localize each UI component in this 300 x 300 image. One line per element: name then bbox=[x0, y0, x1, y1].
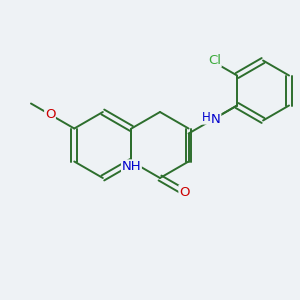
Text: NH: NH bbox=[122, 160, 141, 173]
Text: O: O bbox=[179, 185, 190, 199]
Text: Cl: Cl bbox=[208, 54, 221, 67]
Text: H: H bbox=[202, 111, 210, 124]
Text: N: N bbox=[211, 113, 221, 126]
Text: O: O bbox=[45, 108, 55, 121]
